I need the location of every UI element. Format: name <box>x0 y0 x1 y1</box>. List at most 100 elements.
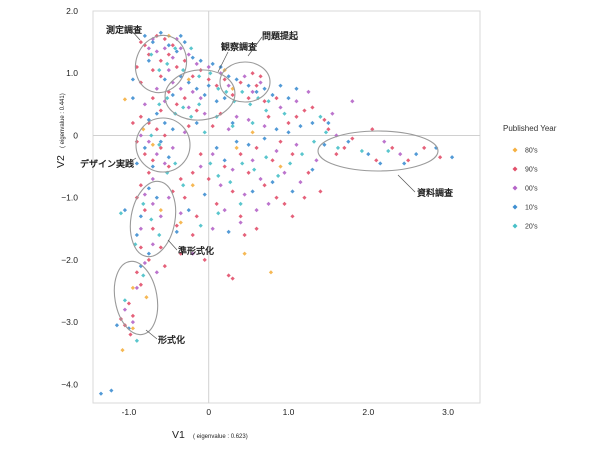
data-point <box>198 152 203 157</box>
x-tick-label: 1.0 <box>283 407 295 417</box>
data-point <box>166 155 171 160</box>
data-point <box>234 139 239 144</box>
data-point <box>190 55 195 60</box>
annotation-leaders <box>126 29 416 340</box>
data-point <box>214 83 219 88</box>
y-tick-label: 0 <box>73 130 78 140</box>
data-point <box>122 307 128 312</box>
data-point <box>198 164 203 169</box>
data-point <box>109 388 114 393</box>
data-point <box>323 130 329 135</box>
legend-marker <box>512 204 518 210</box>
tick-labels: -1.0 0 1.0 2.0 3.0 2.0 1.0 0 −1.0 −2.0 −3.0 −4.0 <box>61 6 454 417</box>
data-point <box>230 92 235 98</box>
data-point <box>306 170 311 175</box>
data-point <box>449 155 455 160</box>
ellipse-semiformal <box>129 180 177 258</box>
data-point <box>346 139 351 144</box>
data-point <box>335 145 341 150</box>
annotation-document: 資料調査 <box>417 187 454 199</box>
data-point <box>138 264 143 269</box>
data-point <box>142 260 147 266</box>
data-point <box>366 152 371 157</box>
data-point <box>150 164 155 169</box>
data-point <box>130 120 135 126</box>
ellipse-problem <box>219 61 271 103</box>
data-point <box>189 46 194 51</box>
data-point <box>190 170 195 175</box>
data-point <box>390 145 395 150</box>
data-point <box>162 120 167 126</box>
data-point <box>165 96 170 101</box>
data-point <box>290 152 295 157</box>
data-point <box>150 226 155 231</box>
data-point <box>250 89 255 94</box>
data-point <box>146 139 151 144</box>
data-point <box>254 145 259 150</box>
legend-label: 00's <box>525 186 538 193</box>
data-point <box>170 55 175 60</box>
data-point <box>157 102 162 107</box>
data-point <box>208 161 213 166</box>
data-point <box>178 33 183 38</box>
data-point <box>190 232 195 238</box>
data-point <box>162 77 167 82</box>
data-point <box>216 211 221 216</box>
data-point <box>274 148 279 154</box>
data-point <box>238 214 243 219</box>
data-point <box>154 111 159 116</box>
data-point <box>146 170 151 175</box>
data-point <box>150 201 155 206</box>
data-point <box>282 201 287 206</box>
data-point <box>154 195 159 200</box>
data-point <box>226 273 231 278</box>
data-point <box>350 136 355 141</box>
data-point <box>230 167 235 172</box>
data-point <box>298 180 303 185</box>
data-point <box>202 192 207 197</box>
data-point <box>342 145 347 150</box>
data-point <box>130 96 135 101</box>
data-point <box>114 323 120 328</box>
data-point <box>142 152 147 157</box>
data-point <box>286 120 291 126</box>
data-point <box>170 92 175 98</box>
annotation-observation: 観察調査 <box>221 41 258 53</box>
data-point <box>174 223 179 228</box>
data-point <box>181 68 186 73</box>
data-point <box>414 152 419 157</box>
data-point <box>130 326 135 331</box>
data-point <box>294 142 299 147</box>
data-point <box>210 61 215 66</box>
data-point <box>218 183 223 188</box>
data-point <box>150 242 155 247</box>
data-point <box>122 97 128 102</box>
data-point <box>370 127 375 132</box>
data-point <box>226 229 231 234</box>
data-point <box>146 257 151 262</box>
data-point <box>210 124 215 129</box>
data-point <box>278 164 283 169</box>
data-point <box>186 124 191 129</box>
data-point <box>141 273 146 278</box>
data-point <box>154 127 159 132</box>
legend-marker <box>512 147 518 153</box>
data-point <box>146 251 151 256</box>
data-point <box>178 251 183 256</box>
data-point <box>290 189 295 194</box>
leader-semiformal <box>167 239 178 251</box>
data-point <box>282 111 287 116</box>
ellipse-observation <box>164 69 236 121</box>
data-point <box>210 152 215 157</box>
data-point <box>166 195 171 200</box>
data-point <box>214 145 219 150</box>
data-point <box>166 68 171 73</box>
data-point <box>222 164 227 169</box>
data-point <box>181 105 186 110</box>
data-point <box>310 167 315 172</box>
data-point <box>258 74 263 79</box>
data-point <box>206 64 211 70</box>
data-point <box>262 99 267 104</box>
data-point <box>226 127 231 132</box>
legend-label: 80's <box>525 148 538 155</box>
